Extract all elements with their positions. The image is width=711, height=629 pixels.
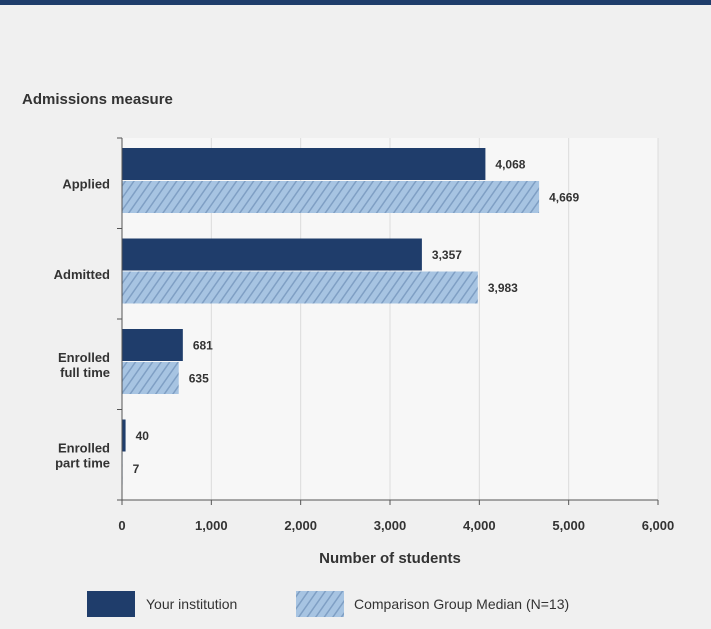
bar-your-institution	[122, 419, 126, 452]
category-labels-group: Applied Admitted Enrolled full time Enrolled…	[54, 176, 110, 470]
value-labels-group: 4,068 4,669 3,357 3,983 681 635 40 7	[133, 158, 580, 477]
x-tick-label: 6,000	[642, 518, 675, 533]
legend: Your institution Comparison Group Median…	[87, 591, 569, 617]
admissions-chart: Admissions measure 4,068 4,669 3,357 3,983 6…	[22, 91, 674, 617]
x-tick-label: 2,000	[284, 518, 317, 533]
x-tick-label: 5,000	[552, 518, 585, 533]
category-label: Enrolled part time	[55, 440, 110, 470]
category-label: Admitted	[54, 267, 110, 282]
bar-comparison-group	[122, 362, 179, 394]
legend-swatch-your-institution	[87, 591, 135, 617]
legend-label-comparison-group: Comparison Group Median (N=13)	[354, 596, 569, 612]
bar-value-label: 635	[189, 372, 209, 386]
legend-label-your-institution: Your institution	[146, 596, 237, 612]
x-axis-label: Number of students	[319, 550, 461, 567]
bar-comparison-group	[122, 181, 540, 213]
bar-value-label: 40	[136, 429, 150, 443]
x-tick-label: 1,000	[195, 518, 228, 533]
bar-value-label: 4,068	[495, 158, 525, 172]
category-label: Enrolled full time	[58, 350, 110, 380]
x-tick-label: 3,000	[374, 518, 407, 533]
bar-value-label: 681	[193, 339, 213, 353]
bars-group	[122, 148, 540, 485]
bar-your-institution	[122, 238, 422, 271]
bar-value-label: 3,357	[432, 248, 462, 262]
category-label: Applied	[62, 176, 110, 191]
bar-value-label: 4,669	[549, 191, 579, 205]
bar-your-institution	[122, 148, 486, 180]
bar-comparison-group	[122, 271, 478, 304]
x-tick-label: 0	[118, 518, 125, 533]
legend-swatch-comparison-group	[296, 591, 344, 617]
x-tick-labels-group: 0 1,000 2,000 3,000 4,000 5,000 6,000	[118, 518, 674, 533]
chart-title: Admissions measure	[22, 91, 173, 108]
bar-your-institution	[122, 329, 183, 361]
bar-value-label: 3,983	[488, 281, 518, 295]
y-axis-ticks	[117, 137, 122, 501]
x-tick-label: 4,000	[463, 518, 496, 533]
bar-value-label: 7	[133, 462, 140, 476]
